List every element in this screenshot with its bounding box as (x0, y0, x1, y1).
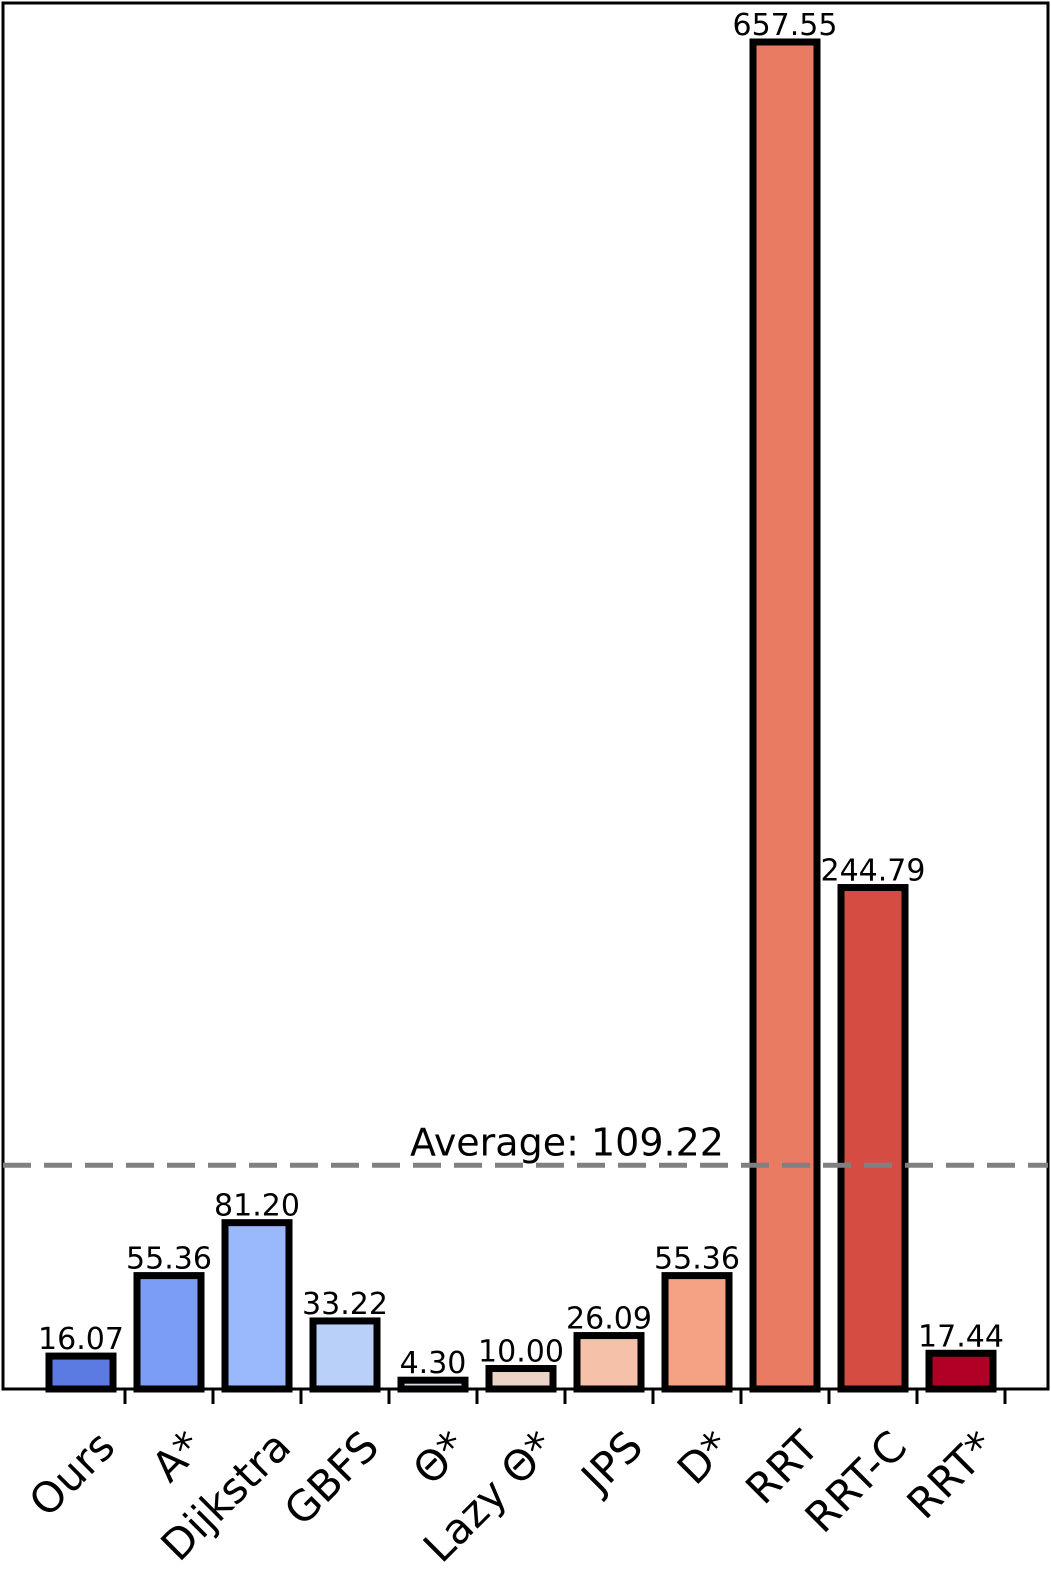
x-tick-label-3: GBFS (275, 1421, 388, 1534)
value-label-8: 657.55 (733, 8, 838, 43)
x-tick-label-1: A* (142, 1421, 212, 1491)
value-label-0: 16.07 (38, 1322, 124, 1357)
bar-5 (485, 1365, 557, 1393)
bar-3 (309, 1317, 381, 1393)
bar-0 (45, 1352, 117, 1393)
bar-9 (837, 884, 909, 1393)
average-label: Average: 109.22 (410, 1120, 724, 1164)
value-label-2: 81.20 (214, 1189, 300, 1224)
value-label-1: 55.36 (126, 1242, 212, 1277)
bar-8 (749, 38, 821, 1393)
x-ticks-layer (123, 1389, 1007, 1404)
bars-layer (45, 38, 997, 1393)
x-tick-label-9: RRT-C (796, 1421, 917, 1542)
x-tick-label-7: D* (668, 1421, 740, 1493)
x-tick-label-6: JPS (570, 1421, 652, 1503)
average-layer: Average: 109.22 (3, 1120, 1048, 1168)
bar-2 (221, 1219, 293, 1393)
x-tick-label-10: RRT* (897, 1421, 1004, 1528)
value-label-3: 33.22 (302, 1287, 388, 1322)
x-tick-label-4: Θ* (403, 1421, 476, 1494)
value-label-9: 244.79 (821, 854, 926, 889)
bar-6 (573, 1332, 645, 1393)
bar-4 (397, 1376, 469, 1393)
value-label-6: 26.09 (566, 1302, 652, 1337)
bar-1 (133, 1272, 205, 1393)
bar-7 (661, 1272, 733, 1393)
x-tick-label-0: Ours (20, 1421, 125, 1526)
bar-10 (925, 1349, 997, 1393)
value-label-4: 4.30 (400, 1346, 467, 1381)
value-label-5: 10.00 (478, 1335, 564, 1370)
value-label-10: 17.44 (918, 1319, 1004, 1354)
value-label-7: 55.36 (654, 1242, 740, 1277)
